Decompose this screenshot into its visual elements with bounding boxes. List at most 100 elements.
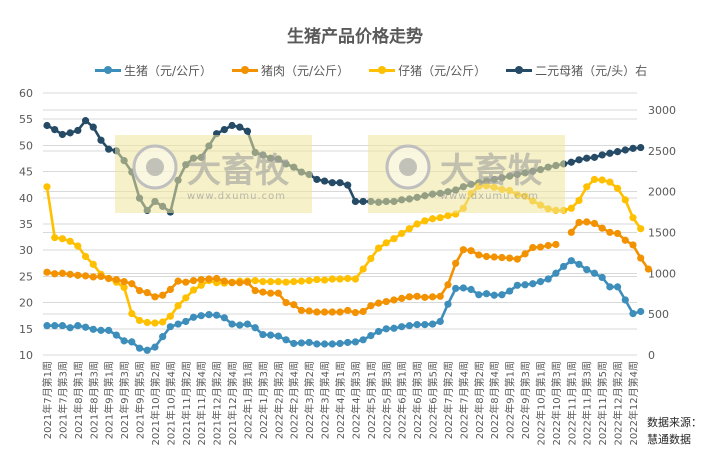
data-point [313, 275, 321, 284]
data-point [259, 330, 267, 339]
data-point [174, 320, 182, 328]
x-tick-label: 2022年2月第4周 [288, 361, 301, 439]
data-point [590, 269, 599, 277]
x-tick-label: 2022年3月第2周 [303, 361, 316, 439]
data-point [428, 215, 437, 223]
data-point [498, 291, 506, 299]
data-point [444, 281, 452, 289]
data-point [236, 321, 244, 329]
data-source-note: 数据来源： 慧通数据 [647, 414, 702, 448]
data-point [513, 281, 521, 289]
data-point [267, 331, 275, 339]
data-point [189, 313, 198, 321]
data-point [398, 229, 406, 238]
data-point [459, 284, 467, 292]
data-point [536, 243, 545, 251]
y-right-tick-label: 2500 [648, 145, 676, 158]
data-point [120, 337, 128, 345]
data-point [328, 340, 336, 348]
x-tick-label: 2021年12月第2周 [211, 361, 224, 446]
data-point [151, 319, 159, 327]
data-point [567, 228, 575, 236]
data-point [320, 276, 329, 284]
data-point [552, 240, 560, 249]
legend-line-marker-icon [506, 66, 533, 74]
data-point [390, 235, 398, 243]
data-point [174, 302, 182, 310]
y-axis-left: 10 15 20 25 30 35 40 45 50 55 60 [19, 87, 33, 362]
y-axis-right: 0 500 1000 1500 2000 2500 3000 [648, 104, 676, 362]
data-point [444, 212, 452, 220]
x-tick-label: 2022年7月第2周 [442, 361, 455, 439]
data-point [490, 291, 498, 299]
series-1 [43, 218, 653, 317]
data-point [475, 251, 483, 259]
data-point [629, 144, 637, 152]
data-point [220, 277, 228, 285]
data-point [336, 179, 344, 187]
data-point [374, 299, 383, 307]
data-point [220, 314, 228, 322]
data-point [159, 333, 167, 341]
data-point [166, 312, 174, 320]
data-point [590, 153, 599, 161]
data-point [120, 278, 128, 286]
data-point [197, 281, 205, 289]
data-point [428, 293, 437, 301]
x-tick-label: 2022年11月第5周 [596, 361, 609, 446]
data-point [105, 274, 113, 283]
x-tick-label: 2022年7月第4周 [457, 361, 470, 439]
data-point [128, 338, 136, 346]
data-point [567, 257, 575, 265]
x-tick-label: 2022年2月第2周 [272, 361, 285, 439]
x-tick-label: 2021年7月第3周 [56, 361, 69, 439]
data-point [606, 149, 614, 157]
watermark-brand: 大畜牧 [187, 151, 290, 191]
data-point [320, 308, 329, 316]
data-point [267, 289, 275, 297]
data-point [74, 322, 82, 330]
data-point [513, 255, 521, 263]
data-point [590, 219, 599, 228]
x-tick-label: 2021年10月第4周 [164, 361, 177, 446]
data-point [613, 229, 622, 238]
x-tick-label: 2021年12月第4周 [226, 361, 239, 446]
data-point [43, 322, 51, 330]
data-point [560, 262, 568, 271]
data-point [166, 323, 174, 331]
data-point [436, 214, 444, 222]
source-label: 数据来源： [647, 416, 702, 429]
data-point [189, 276, 198, 285]
data-point [105, 145, 113, 153]
data-point [405, 293, 413, 301]
y-tick-label: 60 [19, 87, 33, 100]
data-point [367, 332, 375, 340]
data-point [613, 283, 622, 291]
legend-line-marker-icon [369, 66, 396, 74]
data-point [621, 236, 629, 244]
data-point [490, 253, 498, 261]
data-point [89, 123, 97, 131]
x-tick-label: 2022年9月第1周 [504, 361, 517, 439]
data-point [552, 269, 560, 277]
series-0 [43, 257, 645, 354]
data-point [43, 121, 51, 130]
data-point [205, 311, 213, 319]
data-point [606, 283, 614, 291]
data-point [367, 254, 375, 263]
data-point [51, 270, 59, 278]
data-point [351, 308, 360, 317]
data-point [236, 279, 244, 287]
data-point [151, 343, 159, 351]
data-point [105, 326, 113, 334]
data-point [575, 260, 583, 268]
data-point [320, 177, 329, 185]
y-tick-label: 50 [19, 139, 33, 152]
y-right-tick-label: 0 [648, 349, 655, 362]
data-point [621, 296, 629, 304]
data-point [89, 325, 97, 333]
data-point [213, 311, 221, 319]
